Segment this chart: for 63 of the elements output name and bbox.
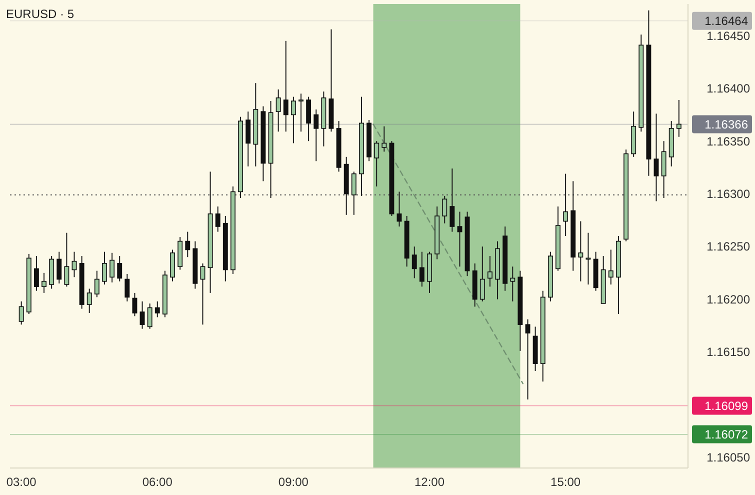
candlestick xyxy=(154,300,160,318)
y-tick-label: 1.16450 xyxy=(706,28,750,43)
candlestick xyxy=(382,126,387,152)
y-tick-label: 1.16350 xyxy=(706,134,750,148)
candlestick xyxy=(185,231,190,258)
candlestick xyxy=(676,99,682,138)
candlestick xyxy=(283,40,288,132)
candlestick xyxy=(412,246,417,279)
y-tick-label: 1.16300 xyxy=(706,187,750,202)
candlestick xyxy=(374,140,380,187)
ref-line-label: 1.16366 xyxy=(704,117,748,132)
candlestick xyxy=(480,246,485,302)
candlestick xyxy=(487,256,492,288)
candlestick xyxy=(351,171,356,216)
candlestick xyxy=(396,191,402,228)
x-tick-label: 15:00 xyxy=(550,475,581,489)
candlestick xyxy=(525,318,530,400)
candlestick xyxy=(419,251,424,288)
candlestick xyxy=(147,302,152,330)
candlestick xyxy=(314,108,319,162)
y-tick-label: 1.16150 xyxy=(706,345,750,360)
candlestick xyxy=(306,96,312,142)
candlestick xyxy=(457,211,462,268)
y-tick-label: 1.16200 xyxy=(706,292,750,306)
y-tick-label: 1.16250 xyxy=(706,240,750,254)
x-tick-label: 09:00 xyxy=(278,475,309,489)
candlestick xyxy=(18,300,24,326)
candlestick xyxy=(132,292,138,317)
ref-line-label: 1.16072 xyxy=(704,427,748,442)
candlestick xyxy=(510,266,516,302)
candlestick xyxy=(298,93,304,132)
candlestick xyxy=(124,273,130,302)
y-tick-label: 1.16050 xyxy=(706,450,750,465)
candlestick xyxy=(86,288,92,314)
candlestick xyxy=(200,262,206,326)
candlestick xyxy=(102,251,107,286)
candlestick xyxy=(654,113,659,202)
candlestick xyxy=(34,256,39,292)
candlestick xyxy=(442,195,448,224)
candlestick xyxy=(586,232,591,286)
candlestick xyxy=(72,251,77,278)
candlestick xyxy=(42,272,46,294)
x-tick-label: 06:00 xyxy=(142,475,173,489)
candlestick xyxy=(110,252,115,283)
x-tick-label: 12:00 xyxy=(414,475,445,489)
candlestick xyxy=(246,111,251,167)
candlestick xyxy=(450,168,455,232)
candlestick xyxy=(290,96,296,144)
ref-line-label: 1.16099 xyxy=(704,398,748,413)
ref-line-label: 1.16464 xyxy=(704,14,748,28)
candlestick xyxy=(64,232,70,288)
candlestick xyxy=(276,88,281,132)
chart-title: EURUSD · 5 xyxy=(6,7,74,21)
candlestick xyxy=(608,249,614,286)
candlestick xyxy=(140,300,145,330)
candlestick xyxy=(117,256,122,282)
candlestick xyxy=(94,270,100,298)
candlestick xyxy=(215,206,220,232)
candlestick xyxy=(563,173,568,236)
y-tick-label: 1.16400 xyxy=(706,82,750,96)
candlestick xyxy=(578,220,584,282)
candlestick xyxy=(56,251,62,284)
x-tick-label: 03:00 xyxy=(6,475,37,489)
